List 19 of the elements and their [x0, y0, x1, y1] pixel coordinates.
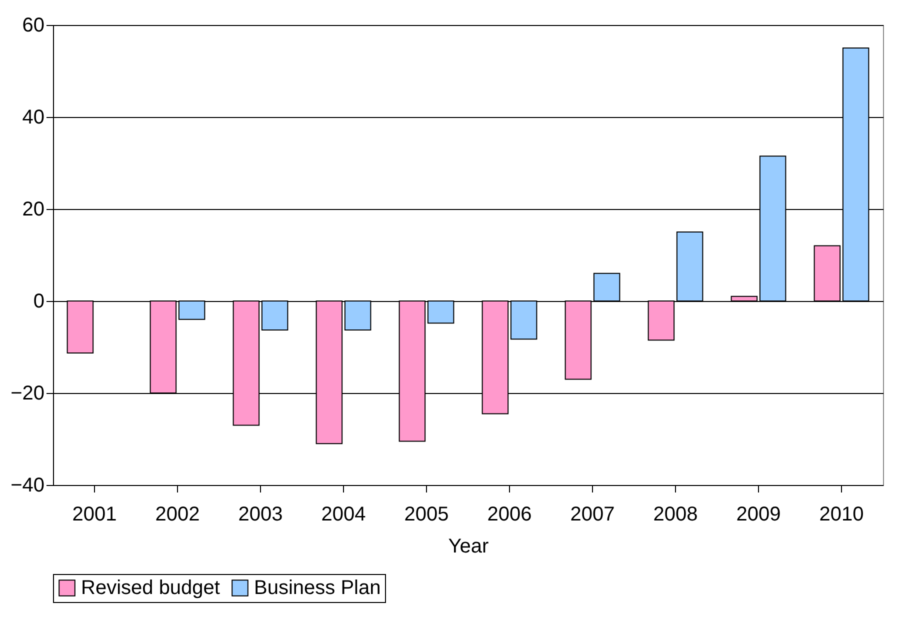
- x-tick-label: 2006: [487, 504, 532, 526]
- legend-label: Revised budget: [81, 577, 220, 599]
- x-tick-label: 2002: [155, 504, 200, 526]
- y-tick-label: 40: [22, 106, 44, 128]
- y-tick-label: 60: [22, 14, 44, 36]
- y-tick-label: 20: [22, 198, 44, 220]
- x-tick-label: 2008: [653, 504, 698, 526]
- x-tick-label: 2007: [570, 504, 615, 526]
- x-axis-title: Year: [448, 536, 490, 558]
- y-tick-label: 0: [33, 290, 44, 312]
- x-tick-label: 2010: [819, 504, 864, 526]
- y-tick-label: −40: [10, 474, 44, 496]
- x-tick-label: 2009: [736, 504, 781, 526]
- legend-label: Business Plan: [254, 577, 381, 599]
- x-tick-label: 2003: [238, 504, 283, 526]
- x-tick-label: 2005: [404, 504, 449, 526]
- x-tick-label: 2004: [321, 504, 366, 526]
- y-tick-label: −20: [10, 382, 44, 404]
- x-tick-label: 2001: [72, 504, 117, 526]
